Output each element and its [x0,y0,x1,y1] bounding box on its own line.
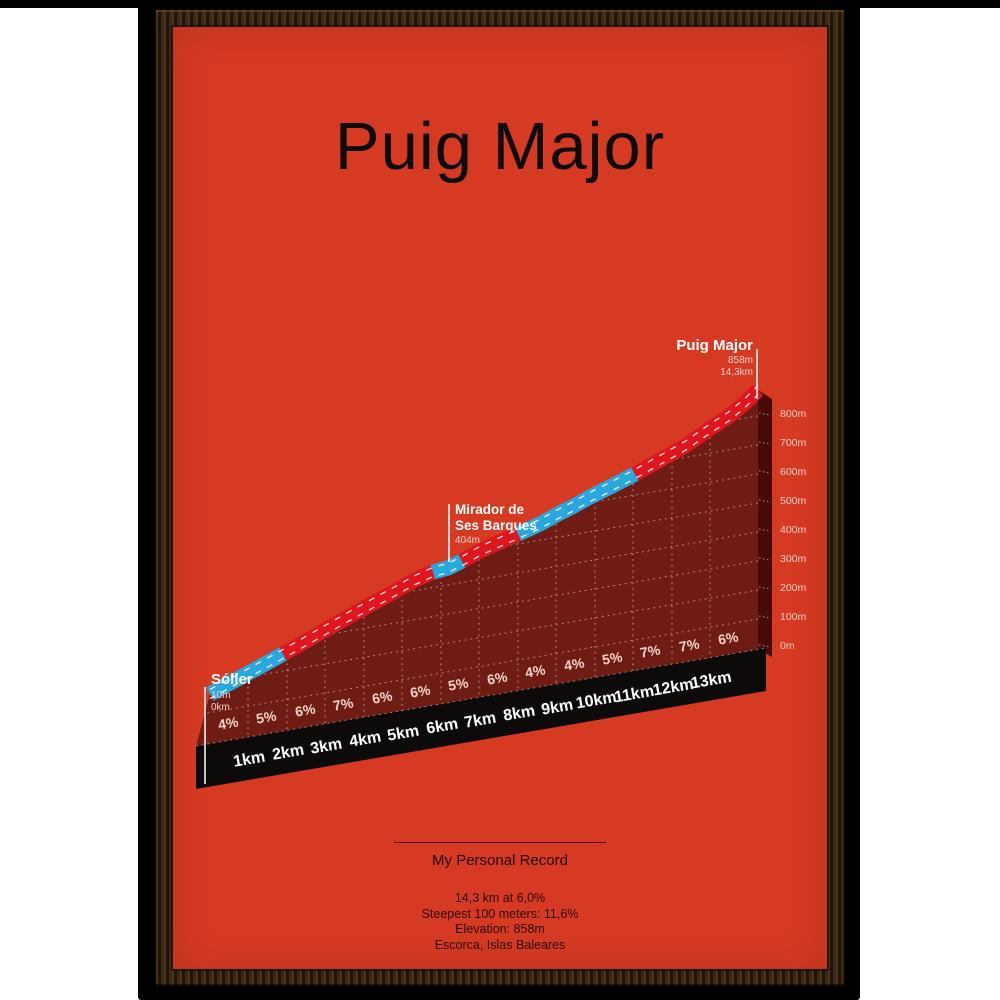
poster-title: Puig Major [334,109,666,184]
record-distance-gradient: 14,3 km at 6,0% [454,891,546,905]
record-divider [394,842,606,843]
record-location: Escorca, Islas Baleares [434,937,566,952]
personal-record-block: My Personal Record 14,3 km at 6,0% Steep… [173,842,827,953]
record-heading: My Personal Record [432,852,568,869]
record-steepest: Steepest 100 meters: 11,6% [421,906,579,921]
record-elevation: Elevation: 858m [455,922,545,936]
